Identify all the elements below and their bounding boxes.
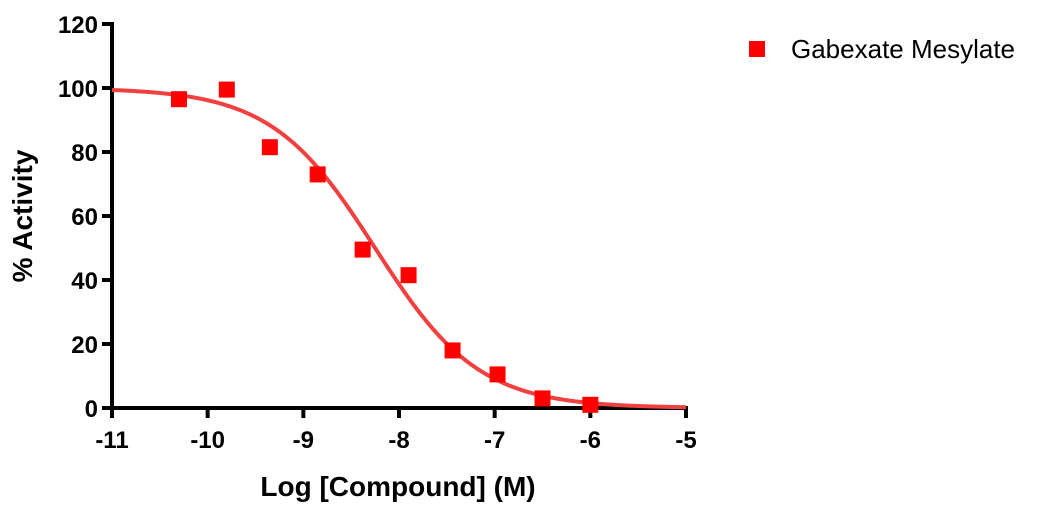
y-tick-label: 0 — [85, 396, 98, 423]
data-point — [444, 342, 461, 359]
x-axis-ticks: -11 -10 -9 -8 -7 -6 -5 — [95, 408, 697, 454]
x-tick-label: -8 — [388, 427, 409, 454]
fit-curve — [111, 88, 687, 410]
y-axis-title: % Activity — [7, 149, 38, 282]
data-point — [170, 91, 187, 108]
data-point — [354, 241, 371, 258]
y-tick-label: 60 — [71, 204, 98, 231]
legend-label: Gabexate Mesylate — [791, 34, 1015, 64]
x-tick-label: -7 — [484, 427, 505, 454]
x-axis-title: Log [Compound] (M) — [260, 471, 535, 502]
data-point — [309, 166, 326, 183]
x-tick-label: -10 — [190, 427, 225, 454]
x-tick-label: -5 — [675, 427, 696, 454]
y-axis-ticks: 0 20 40 60 80 100 120 — [58, 12, 112, 423]
x-tick-label: -6 — [580, 427, 601, 454]
data-point — [218, 81, 235, 98]
y-tick-label: 100 — [58, 76, 98, 103]
data-points — [170, 81, 599, 413]
x-tick-label: -11 — [95, 427, 128, 454]
y-tick-label: 40 — [71, 268, 98, 295]
data-point — [489, 366, 506, 383]
y-tick-label: 80 — [71, 140, 98, 167]
y-tick-label: 20 — [71, 332, 98, 359]
axes — [110, 22, 688, 410]
y-tick-label: 120 — [58, 12, 98, 39]
data-point — [534, 390, 551, 407]
data-point — [582, 396, 599, 413]
x-tick-label: -9 — [293, 427, 314, 454]
data-point — [400, 267, 417, 284]
legend: Gabexate Mesylate — [749, 34, 1015, 64]
data-point — [261, 139, 278, 156]
legend-marker — [749, 41, 765, 57]
